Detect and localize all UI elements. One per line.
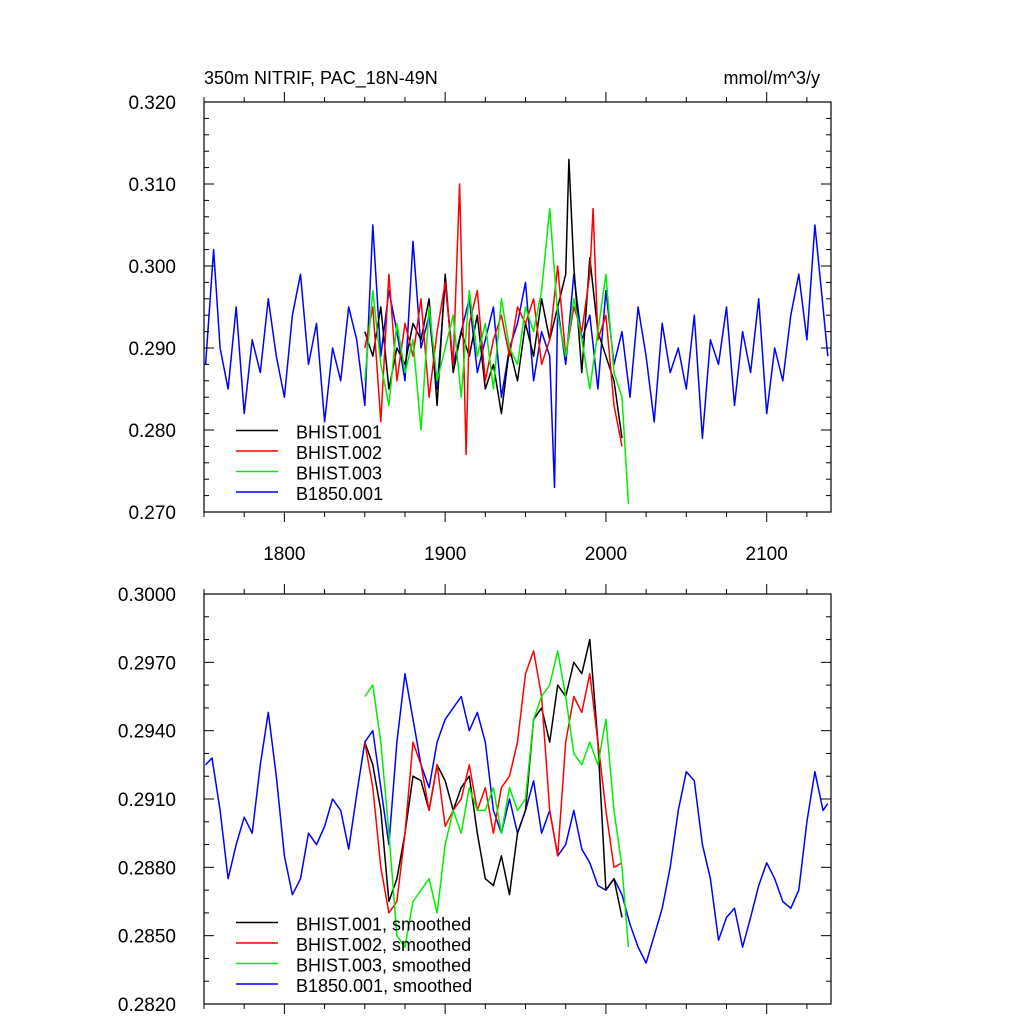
bottom-axis-ticks: 0.2820 0.2850 0.2880 0.2910 0.2940 0.2970 0.30… <box>118 584 831 1016</box>
bottom-panel: 0.2820 0.2850 0.2880 0.2910 0.2940 0.2970 0.30… <box>118 584 832 1016</box>
top-x-tick-label: 1900 <box>424 544 466 565</box>
top-axis-ticks: 0.270 0.280 0.290 0.300 0.310 0.320 1800 1900 20… <box>128 92 831 565</box>
top-x-tick-label: 1800 <box>263 544 305 565</box>
chart-title: 350m NITRIF, PAC_18N-49N <box>204 68 438 89</box>
bottom-legend-label-bhist-003-smoothed: BHIST.003, smoothed <box>296 956 471 976</box>
bottom-y-tick-label: 0.3000 <box>118 585 176 606</box>
bottom-y-tick-label: 0.2940 <box>118 722 176 743</box>
top-y-tick-label: 0.280 <box>128 421 176 442</box>
top-series-group <box>204 158 829 504</box>
top-y-tick-label: 0.300 <box>128 257 176 278</box>
top-series-line-bhist-002 <box>364 183 623 456</box>
top-legend-label-bhist-001: BHIST.001 <box>296 423 382 443</box>
bottom-y-tick-label: 0.2880 <box>118 858 176 879</box>
bottom-y-tick-label: 0.2850 <box>118 927 176 948</box>
top-series-line-bhist-003 <box>364 207 630 504</box>
top-y-tick-label: 0.290 <box>128 339 176 360</box>
top-legend-label-b1850-001: B1850.001 <box>296 484 383 504</box>
top-panel: 0.270 0.280 0.290 0.300 0.310 0.320 1800 1900 20… <box>128 92 832 565</box>
bottom-legend-label-bhist-001-smoothed: BHIST.001, smoothed <box>296 915 471 935</box>
bottom-y-tick-label: 0.2970 <box>118 653 176 674</box>
bottom-y-tick-label: 0.2820 <box>118 995 176 1016</box>
top-legend-label-bhist-003: BHIST.003 <box>296 464 382 484</box>
top-y-tick-label: 0.310 <box>128 175 176 196</box>
bottom-y-tick-label: 0.2910 <box>118 790 176 811</box>
top-series-line-b1850-001 <box>204 224 829 489</box>
top-legend-label-bhist-002: BHIST.002 <box>296 443 382 463</box>
top-y-tick-label: 0.270 <box>128 503 176 524</box>
bottom-series-line-bhist-001-smoothed <box>364 638 623 918</box>
units-label: mmol/m^3/y <box>724 68 820 88</box>
bottom-series-line-bhist-002-smoothed <box>364 650 623 914</box>
bottom-legend-label-b1850-001-smoothed: B1850.001, smoothed <box>296 976 472 996</box>
top-plot-frame <box>203 101 832 513</box>
top-y-tick-label: 0.320 <box>128 93 176 114</box>
bottom-series-line-bhist-003-smoothed <box>364 650 630 948</box>
bottom-series-group <box>205 638 829 964</box>
top-x-tick-label: 2000 <box>585 544 627 565</box>
bottom-legend-label-bhist-002-smoothed: BHIST.002, smoothed <box>296 935 471 955</box>
top-x-tick-label: 2100 <box>746 544 788 565</box>
